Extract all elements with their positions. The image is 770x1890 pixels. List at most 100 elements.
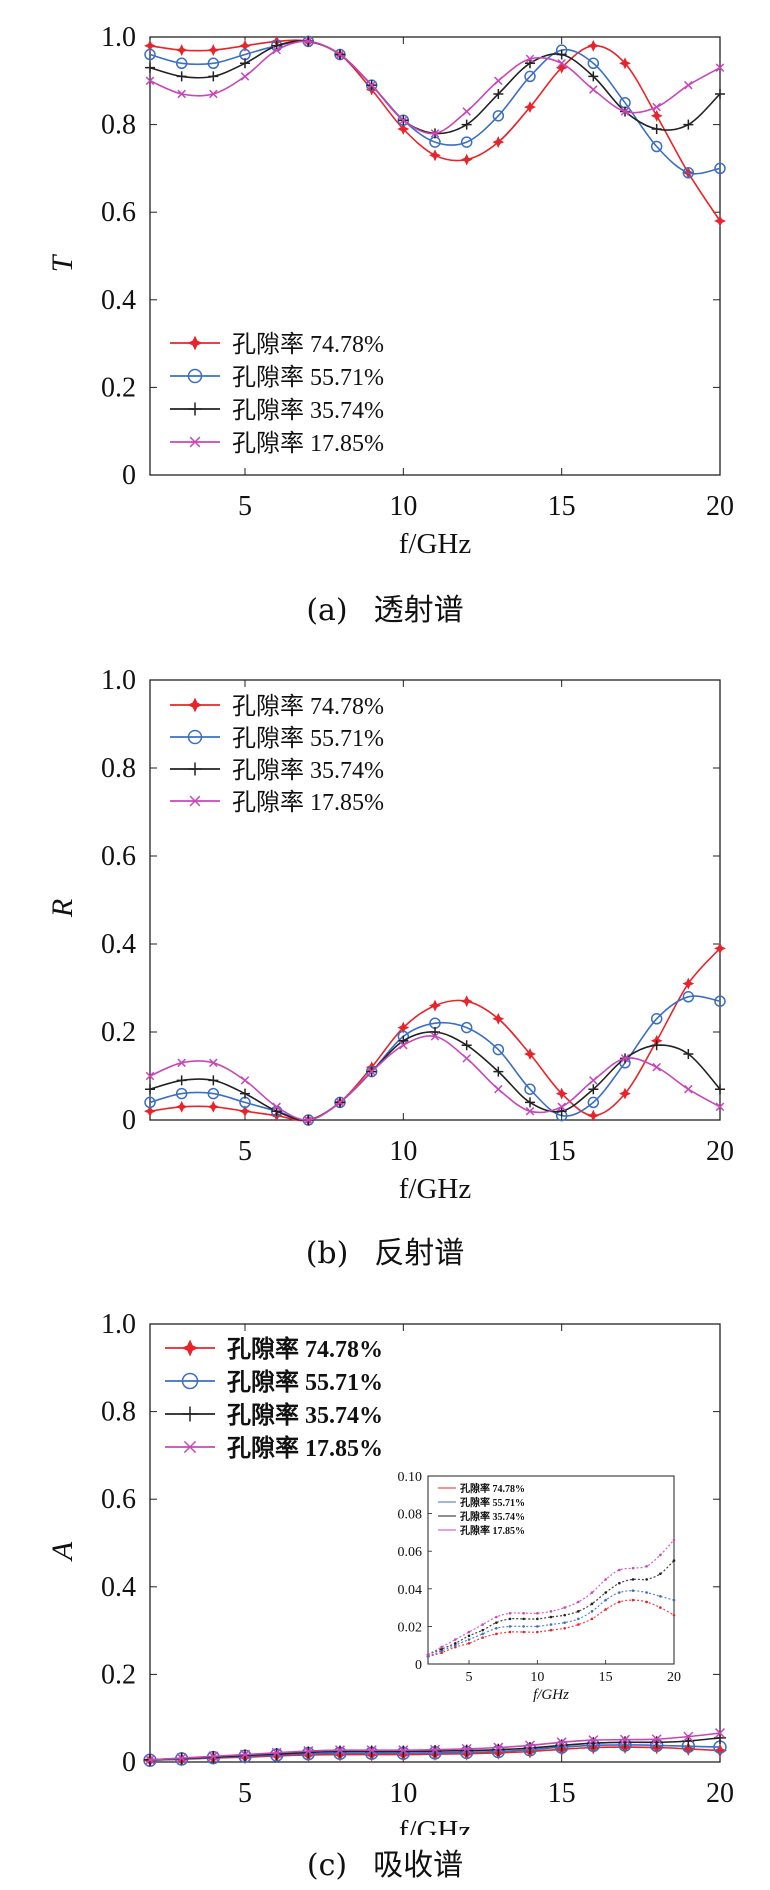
inset-data-point — [563, 1606, 566, 1609]
inset-data-point — [522, 1611, 525, 1615]
inset-data-point — [645, 1578, 648, 1581]
inset-data-point — [659, 1572, 662, 1576]
inset-data-point — [536, 1611, 539, 1615]
inset-data-point — [440, 1647, 443, 1651]
y-tick-label: 0.4 — [101, 1572, 136, 1603]
data-point — [175, 1087, 188, 1100]
data-point — [715, 1084, 725, 1095]
data-point — [239, 1105, 251, 1118]
inset-data-point — [659, 1606, 662, 1609]
data-point — [144, 1754, 156, 1765]
data-point — [145, 1071, 155, 1081]
data-point — [587, 39, 600, 52]
data-point — [588, 1735, 599, 1746]
inset-data-point — [631, 1566, 635, 1570]
data-point — [557, 1102, 566, 1112]
inset-data-point — [563, 1613, 566, 1617]
y-tick-label: 0 — [122, 1105, 136, 1136]
inset-data-point — [508, 1611, 512, 1615]
inset-legend-label: 孔隙率 17.85% — [460, 1524, 525, 1537]
data-point — [144, 1096, 156, 1109]
legend-marker — [181, 1372, 199, 1390]
data-point — [524, 1048, 536, 1060]
inset-data-point — [659, 1595, 662, 1598]
inset-x-tick-label: 10 — [530, 1670, 544, 1685]
data-point — [144, 48, 156, 61]
legend-label: 孔隙率 35.74% — [232, 757, 384, 784]
inset-data-point — [618, 1581, 621, 1585]
inset-data-point — [495, 1615, 498, 1619]
data-point — [682, 991, 695, 1003]
inset-data-point — [467, 1634, 471, 1638]
inset-data-point — [645, 1600, 648, 1604]
data-point — [651, 123, 662, 134]
inset-data-point — [672, 1559, 676, 1562]
inset-data-point — [563, 1621, 566, 1624]
data-point — [366, 1745, 377, 1756]
data-point — [460, 153, 473, 166]
caption-a: (a) 透射谱 — [0, 585, 770, 629]
x-axis-label: f/GHz — [399, 1173, 472, 1205]
y-tick-label: 0.2 — [101, 1017, 136, 1048]
data-point — [272, 1102, 281, 1112]
y-tick-label: 0 — [122, 1747, 136, 1778]
y-tick-label: 0.6 — [101, 1484, 136, 1515]
data-point — [460, 1744, 473, 1757]
legend-label: 孔隙率 35.74% — [232, 397, 384, 424]
legend-label: 孔隙率 55.71% — [227, 1368, 383, 1396]
data-point — [144, 39, 156, 52]
inset-x-tick-label: 20 — [667, 1670, 681, 1685]
y-tick-label: 0.4 — [101, 285, 136, 316]
inset-series-4 — [426, 1538, 676, 1656]
legend-label: 孔隙率 35.74% — [227, 1401, 383, 1429]
data-point — [651, 1040, 662, 1051]
series-3 — [145, 36, 725, 139]
y-tick-label: 0.2 — [101, 1659, 136, 1690]
data-point — [176, 1753, 187, 1764]
data-point — [494, 76, 503, 86]
data-point — [524, 101, 536, 114]
data-point — [209, 1058, 218, 1068]
plot-frame — [149, 1323, 721, 1763]
data-point — [589, 1076, 598, 1085]
legend-marker — [187, 368, 203, 384]
x-tick-label: 5 — [238, 1136, 252, 1167]
inset-data-point — [549, 1615, 553, 1619]
data-point — [683, 1731, 694, 1742]
data-point — [397, 1021, 410, 1034]
data-point — [145, 1084, 155, 1095]
data-point — [399, 115, 408, 125]
series-line — [149, 40, 721, 135]
data-point — [714, 942, 726, 955]
plot-frame — [149, 679, 721, 1121]
inset-data-point — [495, 1626, 498, 1630]
data-point — [682, 167, 695, 179]
legend-label: 孔隙率 74.78% — [227, 1335, 383, 1363]
inset-data-point — [604, 1608, 607, 1611]
legend-marker — [188, 762, 202, 776]
inset-data-point — [426, 1653, 430, 1656]
data-point — [525, 1106, 535, 1116]
inset-data-point — [645, 1591, 648, 1594]
series-line — [149, 1031, 721, 1122]
data-point — [683, 119, 694, 130]
inset-data-point — [481, 1636, 484, 1639]
data-point — [175, 57, 188, 70]
data-point — [652, 1062, 661, 1072]
data-point — [239, 1749, 251, 1760]
data-point — [304, 1115, 313, 1125]
caption-b: (b) 反射谱 — [0, 1228, 770, 1272]
inset-data-point — [672, 1613, 676, 1617]
inset-data-point — [549, 1628, 553, 1632]
inset-x-axis-label: f/GHz — [533, 1687, 569, 1703]
data-point — [271, 1747, 282, 1758]
inset-y-tick-label: 0.02 — [398, 1620, 423, 1635]
data-point — [492, 136, 505, 149]
data-point — [524, 1740, 536, 1751]
legend: 孔隙率 74.78% 孔隙率 55.71% 孔隙率 35.74% 孔隙率 17.85% — [165, 1335, 383, 1462]
data-point — [271, 1106, 282, 1117]
data-point — [365, 1745, 378, 1758]
legend-marker — [188, 402, 202, 416]
data-point — [398, 1035, 409, 1046]
